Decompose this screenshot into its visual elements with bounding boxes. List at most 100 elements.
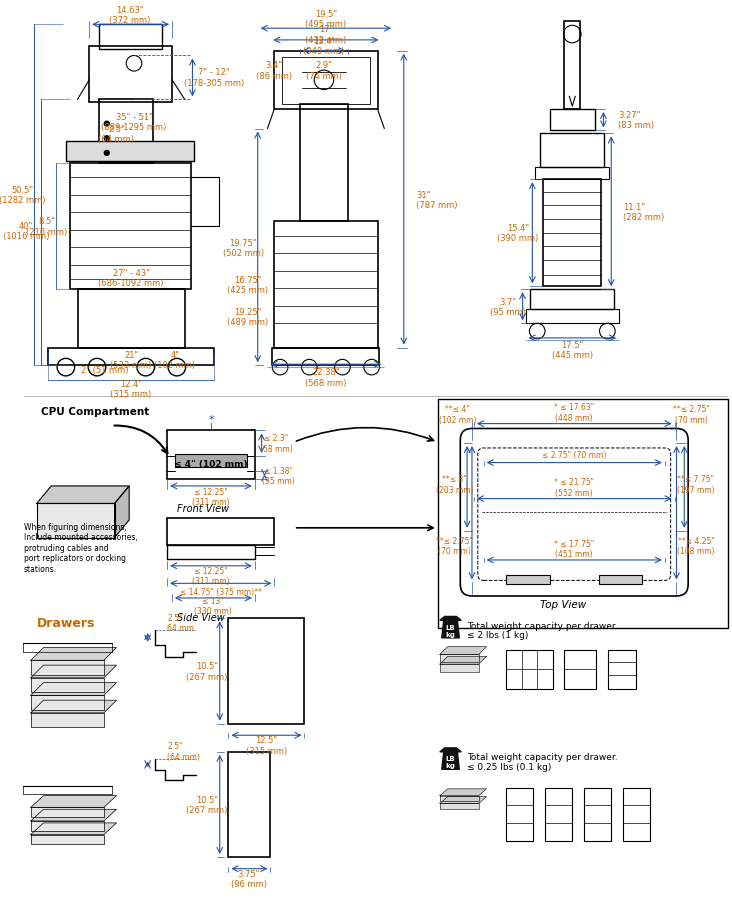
Text: **≤ 4.25"
(108 mm): **≤ 4.25" (108 mm) xyxy=(677,536,714,556)
Text: When figuring dimensions,
Include mounted accessories,
protruding cables and
por: When figuring dimensions, Include mounte… xyxy=(24,522,138,573)
Text: 16.75"
(425 mm): 16.75" (425 mm) xyxy=(228,275,269,295)
Polygon shape xyxy=(31,665,116,678)
Bar xyxy=(506,650,553,689)
Bar xyxy=(167,546,255,559)
Text: 15.4"
(390 mm): 15.4" (390 mm) xyxy=(497,224,538,243)
Text: 10.5"
(267 mm): 10.5" (267 mm) xyxy=(187,661,228,681)
Bar xyxy=(89,46,172,103)
Text: **≤ 4"
(102 mm): **≤ 4" (102 mm) xyxy=(438,404,476,425)
Bar xyxy=(608,650,635,689)
Polygon shape xyxy=(31,683,116,696)
Bar xyxy=(272,348,379,366)
Polygon shape xyxy=(31,809,116,821)
Text: 8.5"
(216 mm): 8.5" (216 mm) xyxy=(26,217,67,236)
Text: 50.5"
(1282 mm): 50.5" (1282 mm) xyxy=(0,186,45,205)
Text: ≤ 0.25 lbs (0.1 kg): ≤ 0.25 lbs (0.1 kg) xyxy=(467,763,551,771)
Bar xyxy=(535,169,609,180)
Bar xyxy=(526,310,619,324)
Polygon shape xyxy=(442,620,459,639)
Text: **≤ 8"
(203 mm): **≤ 8" (203 mm) xyxy=(436,475,474,494)
Text: 19.75"
(502 mm): 19.75" (502 mm) xyxy=(223,239,264,258)
Bar xyxy=(506,575,550,585)
Text: ≤ 12.25"
(311 mm): ≤ 12.25" (311 mm) xyxy=(193,487,230,507)
Text: 19.5"
(495 mm): 19.5" (495 mm) xyxy=(305,10,346,29)
Text: 2.9"
(74 mm): 2.9" (74 mm) xyxy=(306,61,342,81)
Text: ≤ 2.75" (70 mm): ≤ 2.75" (70 mm) xyxy=(542,451,606,460)
Polygon shape xyxy=(31,821,104,831)
Text: 3.4"
(86 mm): 3.4" (86 mm) xyxy=(256,61,292,81)
Text: * ≤ 17.63"
(448 mm): * ≤ 17.63" (448 mm) xyxy=(554,403,594,422)
Circle shape xyxy=(105,151,109,156)
Bar xyxy=(299,105,348,221)
Bar xyxy=(543,180,602,287)
Text: 27" - 43"
(686-1092 mm): 27" - 43" (686-1092 mm) xyxy=(98,269,164,288)
Bar xyxy=(564,650,596,689)
Bar xyxy=(228,752,270,857)
Bar xyxy=(540,134,605,169)
Text: 40"
(1016 mm): 40" (1016 mm) xyxy=(3,222,49,241)
Text: 4"
(102 mm): 4" (102 mm) xyxy=(154,350,195,370)
Text: Top View: Top View xyxy=(540,599,586,609)
Text: 14.63"
(372 mm): 14.63" (372 mm) xyxy=(110,5,151,26)
Polygon shape xyxy=(31,701,116,713)
Text: 12.5"
(315 mm): 12.5" (315 mm) xyxy=(246,735,287,755)
Text: ≤ 2 lbs (1 kg): ≤ 2 lbs (1 kg) xyxy=(467,630,529,640)
Bar xyxy=(545,788,572,842)
Text: Side View: Side View xyxy=(177,613,225,623)
Text: 2.5"
(64 mm): 2.5" (64 mm) xyxy=(99,125,135,144)
Bar xyxy=(66,142,195,161)
Text: **≤ 7.75"
(197 mm): **≤ 7.75" (197 mm) xyxy=(677,475,714,494)
Bar xyxy=(48,348,214,366)
Polygon shape xyxy=(440,617,461,620)
Polygon shape xyxy=(37,486,129,504)
Text: LB
kg: LB kg xyxy=(446,755,455,768)
Text: Total weight capacity per drawer.: Total weight capacity per drawer. xyxy=(467,752,618,762)
Text: * ≤ 17.75"
(451 mm): * ≤ 17.75" (451 mm) xyxy=(554,539,594,558)
Circle shape xyxy=(105,137,109,141)
Text: 12.4"
(315 mm): 12.4" (315 mm) xyxy=(111,380,152,399)
Text: ≤ 2.3"
(58 mm): ≤ 2.3" (58 mm) xyxy=(260,434,293,454)
Text: Drawers: Drawers xyxy=(37,616,95,630)
Bar xyxy=(274,52,378,110)
Text: LB
kg: LB kg xyxy=(446,624,455,637)
Text: 21"
(533 mm): 21" (533 mm) xyxy=(111,350,152,370)
Bar xyxy=(506,788,534,842)
Text: 3.27"
(83 mm): 3.27" (83 mm) xyxy=(618,111,654,130)
Text: 13.4"
(340 mm): 13.4" (340 mm) xyxy=(303,37,345,56)
Bar xyxy=(167,431,255,479)
Bar xyxy=(438,400,728,629)
Text: 3.7"
(95 mm): 3.7" (95 mm) xyxy=(490,298,526,317)
Bar xyxy=(274,221,378,348)
Polygon shape xyxy=(31,834,104,844)
Polygon shape xyxy=(31,807,104,817)
Bar xyxy=(167,518,274,546)
Polygon shape xyxy=(440,796,479,802)
Polygon shape xyxy=(31,696,104,711)
Text: 2" (51 mm): 2" (51 mm) xyxy=(81,365,129,374)
Text: 3.75"
(96 mm): 3.75" (96 mm) xyxy=(231,869,267,888)
Text: ≤ 4" (102 mm): ≤ 4" (102 mm) xyxy=(174,459,247,468)
Text: 10.5"
(267 mm): 10.5" (267 mm) xyxy=(187,794,228,814)
Bar xyxy=(584,788,611,842)
Bar xyxy=(282,58,370,105)
Polygon shape xyxy=(31,796,116,807)
Bar xyxy=(599,575,643,585)
Bar xyxy=(228,619,305,723)
Text: Total weight capacity per drawer.: Total weight capacity per drawer. xyxy=(467,621,618,630)
Polygon shape xyxy=(31,660,104,675)
Text: ≤ 14.75" (375 mm)**: ≤ 14.75" (375 mm)** xyxy=(180,587,261,596)
Bar xyxy=(99,100,152,163)
Text: * ≤ 21.75"
(552 mm): * ≤ 21.75" (552 mm) xyxy=(554,477,594,497)
Bar xyxy=(78,290,184,348)
Polygon shape xyxy=(37,504,114,538)
Bar xyxy=(623,788,650,842)
Polygon shape xyxy=(114,486,129,538)
Polygon shape xyxy=(440,655,479,662)
Polygon shape xyxy=(442,752,459,770)
Polygon shape xyxy=(440,789,487,796)
Bar xyxy=(175,455,247,468)
Text: 17"
(432 mm): 17" (432 mm) xyxy=(305,26,346,45)
Text: *: * xyxy=(208,415,214,425)
Polygon shape xyxy=(31,678,104,692)
Polygon shape xyxy=(440,797,487,804)
